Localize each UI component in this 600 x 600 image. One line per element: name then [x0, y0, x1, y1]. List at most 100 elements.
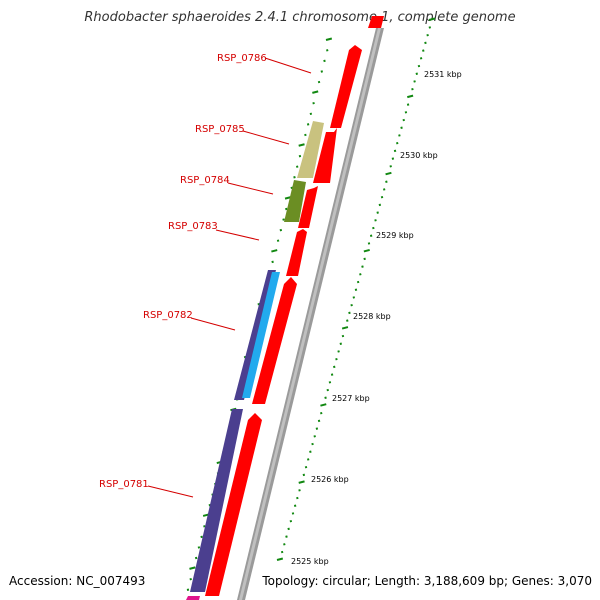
- minor-tick: [309, 112, 313, 116]
- minor-tick: [354, 288, 358, 291]
- minor-tick: [311, 442, 314, 446]
- major-tick: [312, 90, 319, 94]
- minor-tick: [382, 188, 386, 191]
- minor-tick: [402, 118, 405, 122]
- tick-label: 2531 kbp: [424, 70, 462, 79]
- cds-arrow: [313, 128, 337, 183]
- minor-tick: [280, 550, 284, 554]
- gene-label: RSP_0783: [168, 221, 218, 232]
- gene-label: RSP_0782: [143, 310, 193, 321]
- accession-text: Accession: NC_007493: [9, 574, 146, 588]
- minor-tick: [194, 556, 198, 560]
- major-tick: [363, 248, 370, 253]
- minor-tick: [320, 70, 323, 73]
- minor-tick: [426, 33, 429, 37]
- minor-tick: [289, 519, 293, 523]
- minor-tick: [312, 101, 315, 105]
- minor-tick: [306, 123, 310, 126]
- leader-line: [215, 229, 260, 241]
- tick-labels: 2531 kbp 2530 kbp 2529 kbp 2528 kbp 2527 kbp…: [291, 70, 462, 566]
- cds-arrow: [252, 277, 297, 404]
- feature-indigo: [190, 409, 243, 592]
- minor-tick: [385, 180, 388, 183]
- major-tick: [298, 143, 305, 147]
- major-tick: [298, 480, 305, 484]
- leader-line: [242, 130, 290, 145]
- cds-arrow: [205, 413, 262, 596]
- minor-tick: [372, 226, 375, 230]
- major-tick: [428, 17, 436, 21]
- minor-tick: [339, 342, 342, 345]
- minor-tick: [304, 133, 307, 137]
- minor-tick: [391, 157, 395, 160]
- major-tick: [276, 557, 284, 561]
- major-tick: [407, 94, 414, 99]
- feature-olive: [284, 180, 306, 222]
- minor-tick: [415, 72, 418, 75]
- feature-tan: [297, 121, 324, 178]
- minor-tick: [317, 80, 321, 84]
- minor-tick: [389, 165, 392, 168]
- minor-tick: [298, 154, 302, 158]
- minor-tick: [367, 242, 371, 245]
- major-tick: [189, 566, 196, 570]
- minor-tick: [186, 588, 190, 591]
- minor-tick: [337, 350, 340, 353]
- minor-tick: [189, 577, 192, 581]
- major-tick: [341, 326, 349, 330]
- gene-label-callout: RSP_0783: [168, 221, 260, 241]
- minor-tick: [417, 64, 421, 68]
- minor-tick: [330, 373, 334, 376]
- minor-tick: [296, 496, 299, 500]
- minor-tick: [328, 381, 332, 384]
- minor-tick: [378, 203, 382, 207]
- minor-tick: [359, 273, 362, 276]
- gene-label: RSP_0784: [180, 175, 230, 186]
- minor-tick: [376, 211, 379, 214]
- minor-tick: [298, 489, 301, 492]
- tick-label: 2527 kbp: [332, 394, 370, 403]
- gene-label-callout: RSP_0785: [195, 124, 290, 145]
- genome-backbone-highlight: [239, 28, 381, 600]
- gene-label: RSP_0785: [195, 124, 245, 135]
- minor-tick: [356, 280, 360, 284]
- minor-tick: [400, 126, 403, 129]
- minor-tick: [404, 111, 408, 114]
- tick-label: 2529 kbp: [376, 231, 414, 240]
- minor-tick: [293, 504, 297, 507]
- minor-tick: [346, 319, 349, 322]
- minor-tick: [309, 450, 312, 453]
- minor-tick: [295, 165, 299, 168]
- tick-label: 2530 kbp: [400, 151, 438, 160]
- minor-tick: [333, 365, 336, 369]
- gene-label-callout: RSP_0786: [217, 53, 312, 74]
- minor-tick: [396, 141, 399, 145]
- gene-label: RSP_0786: [217, 53, 267, 64]
- major-tick: [271, 249, 278, 253]
- minor-tick: [324, 396, 327, 399]
- minor-tick: [293, 176, 296, 179]
- minor-tick: [285, 207, 288, 211]
- minor-tick: [424, 41, 427, 45]
- gene-label: RSP_0781: [99, 479, 149, 490]
- minor-tick: [283, 543, 286, 546]
- minor-tick: [374, 219, 377, 222]
- major-ticks: [276, 17, 436, 561]
- minor-tick: [271, 260, 274, 264]
- gene-label-callout: RSP_0782: [143, 310, 236, 331]
- minor-tick: [428, 26, 432, 29]
- minor-tick: [200, 535, 203, 539]
- minor-tick: [393, 149, 397, 153]
- minor-tick: [326, 49, 329, 52]
- tick-label: 2528 kbp: [353, 312, 391, 321]
- gene-label-callout: RSP_0784: [180, 175, 274, 195]
- minor-tick: [285, 535, 288, 538]
- leader-line: [227, 182, 274, 195]
- minor-tick: [380, 195, 384, 199]
- minor-tick: [323, 59, 326, 63]
- minor-tick: [406, 103, 410, 106]
- minor-tick: [369, 234, 373, 237]
- tick-label: 2526 kbp: [311, 475, 349, 484]
- tick-label: 2525 kbp: [291, 557, 329, 566]
